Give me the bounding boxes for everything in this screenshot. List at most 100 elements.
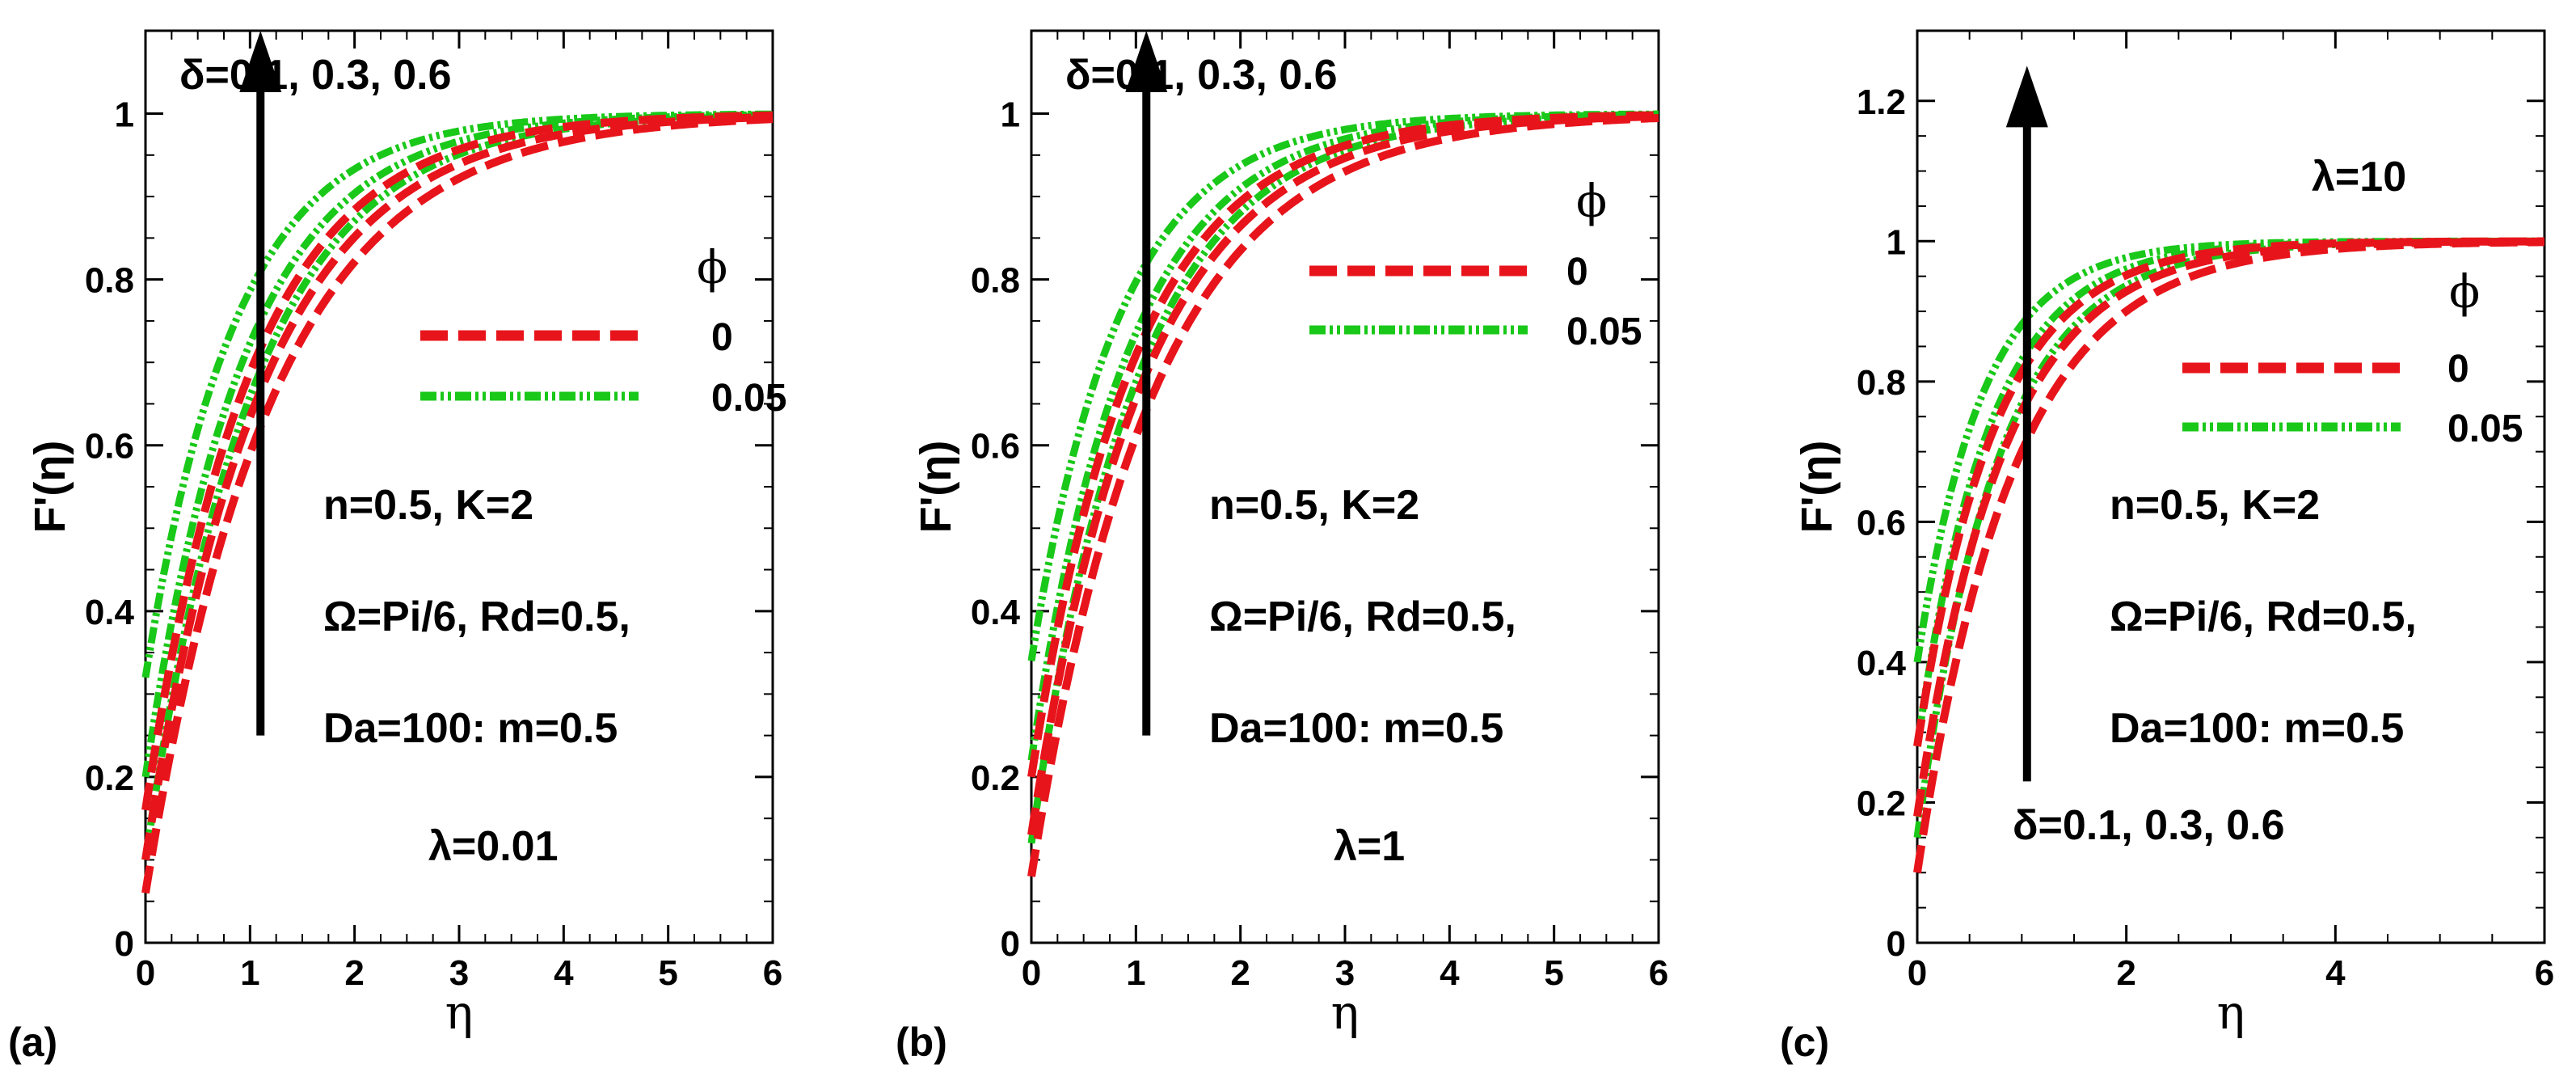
arrow-head <box>1125 31 1168 92</box>
y-tick-label: 0.6 <box>85 427 134 467</box>
legend: ϕ 0 0.05 <box>1309 175 1642 353</box>
panel-label: (b) <box>896 1020 947 1065</box>
y-tick-label: 0.8 <box>1857 363 1906 403</box>
x-tick-label: 2 <box>2116 953 2135 993</box>
x-axis-label: η <box>1331 985 1360 1040</box>
curve-phi-0 <box>1913 237 2544 747</box>
panel-label: (a) <box>8 1020 57 1065</box>
curve-phi-0-05 <box>141 111 773 778</box>
x-tick-label: 4 <box>1440 953 1460 993</box>
arrow-label: δ=0.1, 0.3, 0.6 <box>179 52 452 99</box>
y-tick-label: 0 <box>115 924 134 964</box>
curve-phi-0 <box>1027 111 1659 778</box>
annotation-omega-rd: Ω=Pi/6, Rd=0.5, <box>1209 593 1516 640</box>
legend-entry-0: 0 <box>1566 251 1588 294</box>
x-tick-label: 1 <box>240 953 259 993</box>
delta-arrow <box>1125 31 1168 736</box>
y-tick-label: 1 <box>115 95 134 135</box>
y-axis-label: F'(η) <box>1793 441 1841 534</box>
panel-c: 0 2 4 6 0 0.2 0.4 0.6 0.8 1 1.2 F'(η) η (c) δ=0.1,… <box>1780 29 2554 1065</box>
arrow-label: δ=0.1, 0.3, 0.6 <box>1065 52 1338 99</box>
x-tick-label: 4 <box>554 953 574 993</box>
panel-b: 0 1 2 3 4 5 6 0 0.2 0.4 0.6 0.8 1 F'(η) η (b) δ=0.1,… <box>896 29 1668 1065</box>
x-axis-label: η <box>445 985 474 1040</box>
curve-phi-0 <box>141 112 774 861</box>
axis-ticks: 0 2 4 6 0 0.2 0.4 0.6 0.8 1 1.2 <box>1857 31 2554 993</box>
curve-phi-0 <box>141 111 774 811</box>
x-tick-label: 0 <box>1908 953 1927 993</box>
x-tick-label: 5 <box>658 953 677 993</box>
arrow-head <box>239 31 282 92</box>
y-axis-label: F'(η) <box>26 441 74 534</box>
delta-arrow <box>2005 65 2048 782</box>
legend-entry-1: 0.05 <box>1566 310 1642 353</box>
y-tick-label: 0 <box>1001 924 1020 964</box>
x-tick-label: 6 <box>2535 953 2554 993</box>
x-tick-label: 6 <box>1649 953 1668 993</box>
legend: ϕ 0 0.05 <box>420 242 786 420</box>
annotation-lambda: λ=10 <box>2312 154 2406 201</box>
legend: ϕ 0 0.05 <box>2182 266 2523 450</box>
annotation-da-m: Da=100: m=0.5 <box>323 705 618 752</box>
y-tick-label: 1.2 <box>1857 82 1906 122</box>
arrow-label: δ=0.1, 0.3, 0.6 <box>2013 802 2285 849</box>
y-axis-label: F'(η) <box>912 441 960 534</box>
curves <box>1027 110 1659 877</box>
y-tick-label: 0.2 <box>85 758 134 798</box>
curve-phi-0 <box>141 115 774 894</box>
annotation-lambda: λ=0.01 <box>428 823 559 870</box>
y-tick-label: 1 <box>1887 222 1906 262</box>
y-tick-label: 0.8 <box>85 261 134 301</box>
axis-ticks: 0 1 2 3 4 5 6 0 0.2 0.4 0.6 0.8 1 <box>85 31 782 993</box>
svg-text:F'(η): F'(η) <box>912 441 960 534</box>
y-tick-label: 0.6 <box>971 427 1020 467</box>
x-axis-label: η <box>2217 985 2245 1040</box>
annotation-lambda: λ=1 <box>1334 823 1405 870</box>
legend-entry-0: 0 <box>2447 348 2469 391</box>
x-tick-label: 0 <box>136 953 155 993</box>
annotation-n-k: n=0.5, K=2 <box>2110 482 2320 529</box>
annotation-da-m: Da=100: m=0.5 <box>2110 705 2404 752</box>
x-tick-label: 3 <box>1335 953 1355 993</box>
x-tick-label: 6 <box>763 953 782 993</box>
y-tick-label: 0 <box>1887 924 1906 964</box>
x-tick-label: 2 <box>344 953 364 993</box>
legend-title: ϕ <box>2449 266 2480 319</box>
axis-ticks: 0 1 2 3 4 5 6 0 0.2 0.4 0.6 0.8 1 <box>971 31 1668 993</box>
annotation-n-k: n=0.5, K=2 <box>1209 482 1419 529</box>
curve-phi-0-05 <box>1913 237 2544 663</box>
x-tick-label: 3 <box>449 953 469 993</box>
legend-entry-0: 0 <box>711 316 733 359</box>
y-tick-label: 0.4 <box>85 593 135 632</box>
annotation-da-m: Da=100: m=0.5 <box>1209 705 1503 752</box>
legend-entry-1: 0.05 <box>711 377 786 420</box>
y-tick-label: 0.8 <box>971 261 1020 301</box>
y-tick-label: 0.6 <box>1857 503 1906 543</box>
svg-text:F'(η): F'(η) <box>26 441 74 534</box>
legend-entry-1: 0.05 <box>2447 408 2523 450</box>
annotation-n-k: n=0.5, K=2 <box>323 482 533 529</box>
panel-label: (c) <box>1780 1020 1829 1065</box>
annotation-omega-rd: Ω=Pi/6, Rd=0.5, <box>2110 593 2417 640</box>
x-tick-label: 4 <box>2325 953 2346 993</box>
x-tick-label: 0 <box>1022 953 1041 993</box>
x-tick-label: 5 <box>1544 953 1563 993</box>
y-tick-label: 0.4 <box>971 593 1021 632</box>
y-tick-label: 0.4 <box>1857 644 1907 683</box>
curves <box>1913 237 2544 873</box>
curve-phi-0-05 <box>141 110 773 678</box>
curves <box>141 110 774 894</box>
svg-text:F'(η): F'(η) <box>1793 441 1841 534</box>
x-tick-label: 2 <box>1230 953 1250 993</box>
panel-a: 0 1 2 3 4 5 6 0 0.2 0.4 0.6 0.8 1 F'(η) η (a) δ=0.1,… <box>8 29 786 1065</box>
y-tick-label: 1 <box>1001 95 1020 135</box>
delta-arrow <box>239 31 282 736</box>
curve-phi-0-05 <box>1913 237 2544 747</box>
curve-phi-0 <box>1913 237 2544 817</box>
annotation-omega-rd: Ω=Pi/6, Rd=0.5, <box>323 593 630 640</box>
legend-title: ϕ <box>697 242 727 294</box>
legend-title: ϕ <box>1576 175 1607 228</box>
y-tick-label: 0.2 <box>1857 783 1906 823</box>
y-tick-label: 0.2 <box>971 758 1020 798</box>
